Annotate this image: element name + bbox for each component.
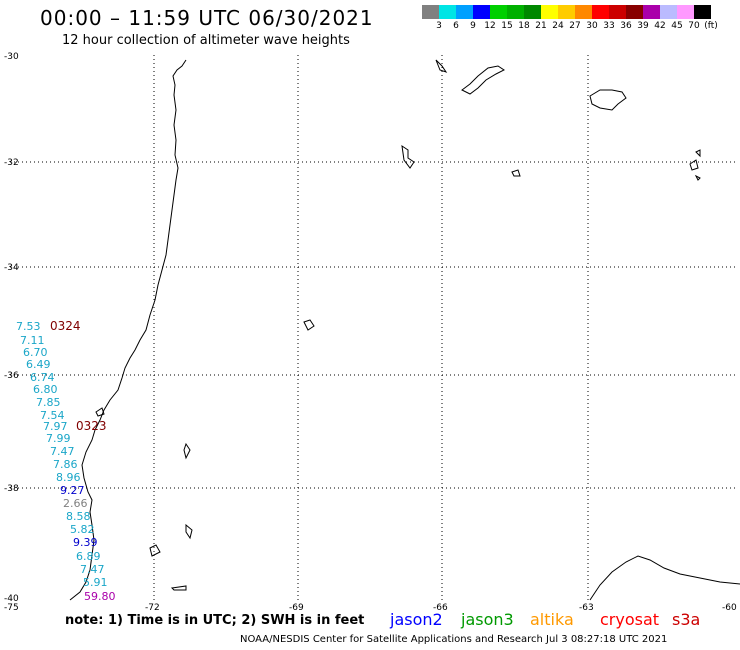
map-title: 00:00 – 11:59 UTC 06/30/2021 bbox=[40, 6, 374, 30]
lat-label: -34 bbox=[4, 263, 19, 273]
color-scale-label: 21 bbox=[535, 21, 547, 31]
color-swatch bbox=[677, 5, 694, 19]
wave-height-label: 8.96 bbox=[56, 471, 81, 484]
color-swatch bbox=[660, 5, 677, 19]
wave-height-label: 6.49 bbox=[26, 358, 51, 371]
wave-height-label: 5.82 bbox=[70, 523, 95, 536]
color-scale-unit: (ft) bbox=[704, 21, 718, 31]
graticule bbox=[10, 55, 735, 600]
color-swatch bbox=[490, 5, 507, 19]
color-swatch bbox=[694, 5, 711, 19]
legend: note: 1) Time is in UTC; 2) SWH is in fe… bbox=[0, 610, 740, 632]
legend-altika: altika bbox=[530, 610, 574, 629]
color-scale-label: 33 bbox=[603, 21, 615, 31]
color-swatch bbox=[643, 5, 660, 19]
pass-label: 0323 bbox=[76, 419, 107, 433]
legend-jason3: jason3 bbox=[461, 610, 514, 629]
lat-label: -32 bbox=[4, 158, 19, 168]
color-swatch bbox=[456, 5, 473, 19]
wave-height-label: 6.89 bbox=[76, 550, 101, 563]
lon-label: -75 bbox=[4, 603, 19, 613]
lon-label: -63 bbox=[579, 603, 594, 613]
wave-height-label: 7.54 bbox=[40, 409, 65, 422]
wave-height-label: 6.70 bbox=[23, 346, 48, 359]
color-swatch bbox=[609, 5, 626, 19]
legend-cryosat: cryosat bbox=[600, 610, 660, 629]
wave-height-label: 6.74 bbox=[30, 371, 55, 384]
color-scale-labels: 3 6 9 12 15 18 21 24 27 30 33 36 39 42 45 70 (ft) bbox=[422, 21, 740, 33]
map-subtitle: 12 hour collection of altimeter wave hei… bbox=[62, 33, 350, 48]
wave-height-label: 7.97 bbox=[43, 420, 68, 433]
color-swatch bbox=[541, 5, 558, 19]
lat-label: -38 bbox=[4, 484, 19, 494]
wave-height-labels: 7.53 7.11 6.70 6.49 6.74 6.80 7.85 7.54 … bbox=[16, 320, 116, 603]
color-scale bbox=[422, 5, 711, 19]
wave-height-label: 6.80 bbox=[33, 383, 58, 396]
wave-height-label: 7.47 bbox=[80, 563, 105, 576]
lon-label: -66 bbox=[433, 603, 448, 613]
color-scale-label: 70 bbox=[688, 21, 700, 31]
wave-height-label: 5.91 bbox=[83, 576, 108, 589]
color-swatch bbox=[558, 5, 575, 19]
color-swatch bbox=[592, 5, 609, 19]
color-swatch bbox=[473, 5, 490, 19]
coastline bbox=[69, 59, 740, 601]
color-scale-label: 42 bbox=[654, 21, 666, 31]
wave-height-label: 8.58 bbox=[66, 510, 91, 523]
legend-note: note: 1) Time is in UTC; 2) SWH is in fe… bbox=[65, 613, 365, 628]
lon-axis: -75 -72 -69 -66 -63 -60 bbox=[4, 603, 737, 613]
wave-height-label: 7.86 bbox=[53, 458, 78, 471]
color-swatch bbox=[439, 5, 456, 19]
lon-label: -72 bbox=[145, 603, 160, 613]
wave-height-label: 9.39 bbox=[73, 536, 98, 549]
color-swatch bbox=[524, 5, 541, 19]
color-scale-label: 9 bbox=[470, 21, 476, 31]
wave-height-label: 7.99 bbox=[46, 432, 71, 445]
lat-label: -40 bbox=[4, 594, 19, 604]
color-scale-label: 6 bbox=[453, 21, 459, 31]
lat-label: -30 bbox=[4, 52, 19, 62]
color-swatch bbox=[575, 5, 592, 19]
wave-height-label: 2.66 bbox=[63, 497, 88, 510]
color-scale-label: 45 bbox=[671, 21, 683, 31]
wave-height-label: 7.11 bbox=[20, 334, 45, 347]
wave-height-label: 7.53 bbox=[16, 320, 41, 333]
color-scale-label: 3 bbox=[436, 21, 442, 31]
color-swatch bbox=[507, 5, 524, 19]
color-scale-label: 24 bbox=[552, 21, 564, 31]
legend-s3a: s3a bbox=[672, 610, 701, 629]
wave-height-label: 59.80 bbox=[84, 590, 116, 603]
lat-axis: -30 -32 -34 -36 -38 -40 bbox=[4, 52, 19, 604]
color-scale-label: 18 bbox=[518, 21, 530, 31]
color-scale-label: 15 bbox=[501, 21, 513, 31]
lon-label: -60 bbox=[722, 603, 737, 613]
footer-credit: NOAA/NESDIS Center for Satellite Applica… bbox=[240, 634, 668, 645]
color-scale-label: 36 bbox=[620, 21, 632, 31]
wave-height-label: 9.27 bbox=[60, 484, 85, 497]
wave-height-label: 7.47 bbox=[50, 445, 75, 458]
color-swatch bbox=[626, 5, 643, 19]
legend-jason2: jason2 bbox=[390, 610, 443, 629]
color-scale-label: 30 bbox=[586, 21, 598, 31]
color-scale-label: 12 bbox=[484, 21, 496, 31]
lon-label: -69 bbox=[289, 603, 304, 613]
color-swatch bbox=[422, 5, 439, 19]
color-scale-label: 27 bbox=[569, 21, 581, 31]
pass-label: 0324 bbox=[50, 319, 81, 333]
lat-label: -36 bbox=[4, 371, 19, 381]
wave-height-label: 7.85 bbox=[36, 396, 61, 409]
color-scale-label: 39 bbox=[637, 21, 649, 31]
